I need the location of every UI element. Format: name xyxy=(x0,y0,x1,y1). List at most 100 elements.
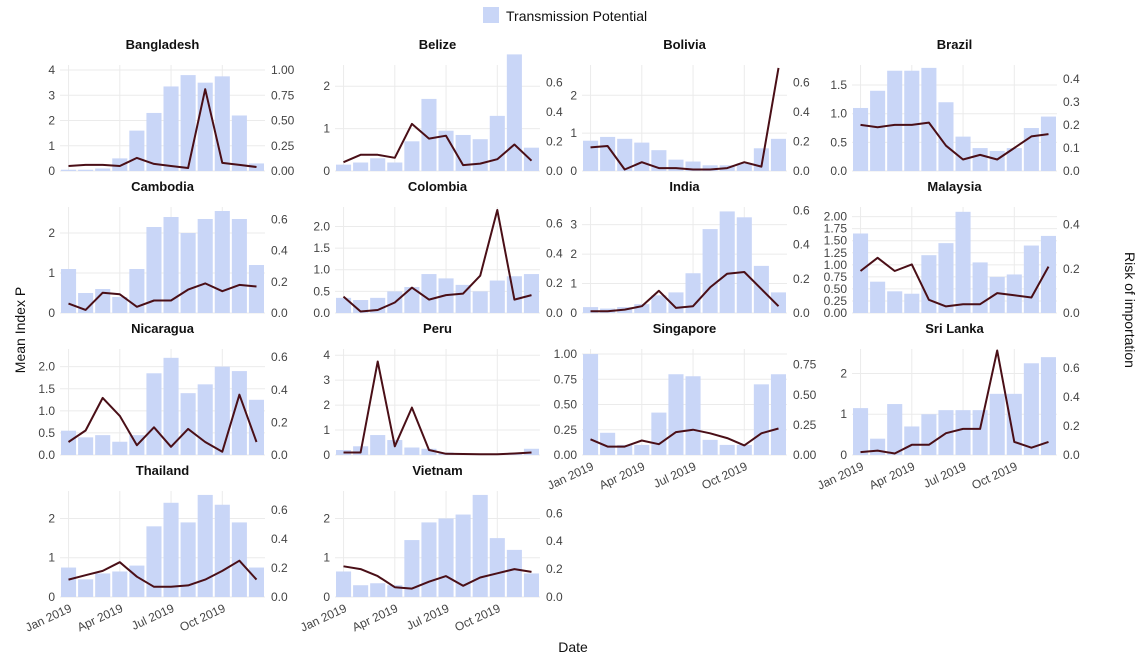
panel-peru: 0 1 2 3 4 Peru xyxy=(323,321,540,462)
bar-nicaragua-7 xyxy=(163,357,179,455)
bar-belize-4 xyxy=(387,162,403,171)
bar-bolivia-12 xyxy=(770,138,786,171)
bar-colombia-9 xyxy=(472,291,488,313)
bar-peru-6 xyxy=(421,448,437,455)
right-tick-label: 0.00 xyxy=(271,164,295,178)
bar-cambodia-10 xyxy=(214,211,230,313)
right-tick-label: 0.4 xyxy=(793,105,810,119)
date-tick-label: Jan 2019 xyxy=(298,601,349,635)
right-tick-label: 0.4 xyxy=(546,105,563,119)
date-tick-label: Oct 2019 xyxy=(700,459,750,492)
date-tick-label: Apr 2019 xyxy=(867,459,917,492)
panel-title-thailand: Thailand xyxy=(136,463,190,478)
left-tick-label: 0.25 xyxy=(824,294,848,308)
left-tick-label: 0.5 xyxy=(38,426,55,440)
left-tick-label: 1.25 xyxy=(824,246,848,260)
bar-singapore-5 xyxy=(651,412,667,455)
right-tick-label: 0.6 xyxy=(1063,361,1080,375)
panel-colombia: 0.0 0.5 1.0 1.5 2.0 0.0 0.2 0.4 0.6 Colombia xyxy=(313,179,563,320)
bar-sri-lanka-12 xyxy=(1040,357,1056,455)
bar-vietnam-6 xyxy=(421,522,437,597)
panel-title-peru: Peru xyxy=(423,321,452,336)
right-tick-label: 0.6 xyxy=(546,216,563,230)
y-axis-title-right: Risk of importation xyxy=(1122,252,1138,368)
panel-singapore: 0.00 0.25 0.50 0.75 1.00 0.00 0.25 0.50 0.75 Sing… xyxy=(545,321,817,493)
right-tick-label: 0.2 xyxy=(271,415,288,429)
panel-title-vietnam: Vietnam xyxy=(412,463,462,478)
bar-sri-lanka-5 xyxy=(921,414,937,455)
bar-bolivia-4 xyxy=(634,142,650,171)
left-tick-label: 4 xyxy=(48,63,55,77)
bar-cambodia-3 xyxy=(95,289,111,313)
left-tick-label: 1.00 xyxy=(554,347,578,361)
bar-india-10 xyxy=(736,217,752,313)
left-tick-label: 2.0 xyxy=(38,360,55,374)
bar-nicaragua-6 xyxy=(146,373,162,455)
bar-brazil-6 xyxy=(938,102,954,171)
left-tick-label: 0 xyxy=(323,590,330,604)
panel-sri-lanka: 0 1 2 0.0 0.2 0.4 0.6 Sri Lanka Jan 2019 Apr 2019… xyxy=(815,321,1080,493)
right-tick-label: 1.00 xyxy=(271,63,295,77)
bar-vietnam-1 xyxy=(336,571,352,597)
bar-bangladesh-1 xyxy=(61,169,77,171)
bar-bangladesh-7 xyxy=(163,86,179,171)
right-tick-label: 0.2 xyxy=(546,562,563,576)
bar-singapore-4 xyxy=(634,444,650,455)
bar-colombia-5 xyxy=(404,287,420,313)
panel-title-malaysia: Malaysia xyxy=(927,179,982,194)
bar-singapore-3 xyxy=(617,444,633,455)
left-tick-label: 0.5 xyxy=(313,284,330,298)
bar-brazil-5 xyxy=(921,67,937,171)
bar-singapore-6 xyxy=(668,374,684,455)
bar-nicaragua-4 xyxy=(112,441,128,455)
bar-belize-10 xyxy=(489,115,505,171)
panel-title-bangladesh: Bangladesh xyxy=(126,37,200,52)
bar-singapore-12 xyxy=(770,374,786,455)
bar-vietnam-2 xyxy=(353,585,369,597)
bar-bangladesh-3 xyxy=(95,168,111,171)
bar-vietnam-7 xyxy=(438,518,454,597)
right-tick-label: 0.4 xyxy=(1063,390,1080,404)
left-tick-label: 0.0 xyxy=(313,306,330,320)
left-tick-label: 1.0 xyxy=(830,107,847,121)
risk-line-colombia xyxy=(342,209,532,313)
left-tick-label: 2 xyxy=(323,398,330,412)
left-tick-label: 1 xyxy=(323,423,330,437)
bar-malaysia-6 xyxy=(938,243,954,313)
left-tick-label: 2.0 xyxy=(313,219,330,233)
bar-sri-lanka-1 xyxy=(853,408,869,455)
bar-colombia-1 xyxy=(336,297,352,313)
left-tick-label: 2 xyxy=(570,247,577,261)
legend-label: Transmission Potential xyxy=(506,8,647,24)
panel-cambodia: 0 1 2 0.0 0.2 0.4 0.6 Cambodia xyxy=(48,179,288,320)
right-tick-label: 0.6 xyxy=(793,76,810,90)
date-tick-label: Jan 2019 xyxy=(815,459,866,493)
bar-vietnam-11 xyxy=(506,549,522,597)
bar-brazil-8 xyxy=(972,148,988,171)
bar-sri-lanka-3 xyxy=(887,404,903,455)
bar-brazil-10 xyxy=(1006,148,1022,171)
bar-brazil-7 xyxy=(955,136,971,171)
right-tick-label: 0.3 xyxy=(1063,95,1080,109)
bar-belize-9 xyxy=(472,139,488,171)
bar-malaysia-11 xyxy=(1023,245,1039,313)
bar-vietnam-12 xyxy=(523,573,539,597)
bar-bangladesh-5 xyxy=(129,130,145,171)
bar-malaysia-3 xyxy=(887,291,903,313)
right-tick-label: 0.75 xyxy=(271,88,295,102)
left-tick-label: 1 xyxy=(840,407,847,421)
left-tick-label: 0 xyxy=(323,448,330,462)
right-tick-label: 0.0 xyxy=(1063,164,1080,178)
right-tick-label: 0.2 xyxy=(271,275,288,289)
panel-title-belize: Belize xyxy=(419,37,457,52)
left-tick-label: 0 xyxy=(323,164,330,178)
risk-line-nicaragua xyxy=(67,393,258,453)
bar-sri-lanka-4 xyxy=(904,426,920,455)
left-tick-label: 2 xyxy=(48,511,55,525)
left-tick-label: 1.0 xyxy=(38,404,55,418)
right-tick-label: 0.0 xyxy=(793,306,810,320)
right-tick-label: 0.2 xyxy=(793,135,810,149)
panel-vietnam: 0 1 2 0.0 0.2 0.4 0.6 Vietnam Jan 2019 Apr 2019 Ju… xyxy=(298,463,563,635)
left-tick-label: 2.00 xyxy=(824,210,848,224)
